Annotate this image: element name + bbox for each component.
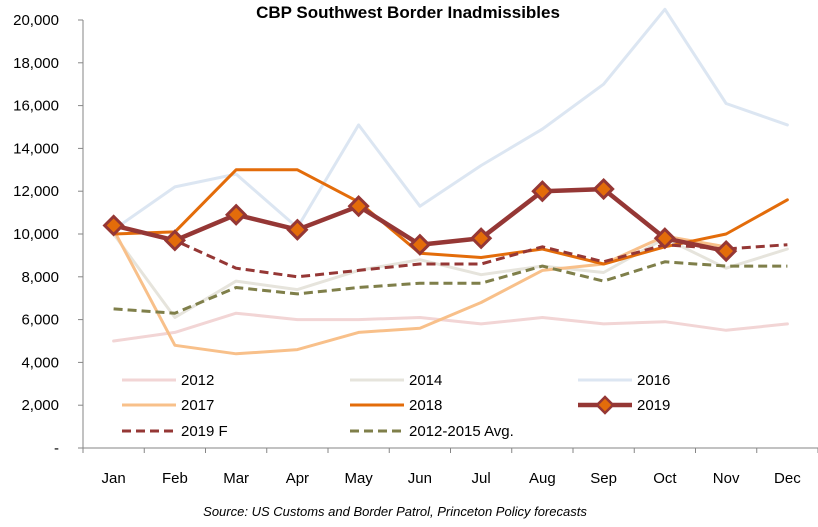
y-tick-label: 10,000	[13, 226, 59, 243]
y-tick-label: 6,000	[21, 312, 59, 329]
legend-label-2018: 2018	[409, 397, 442, 414]
y-tick-label: 16,000	[13, 98, 59, 115]
x-tick-label: Apr	[286, 470, 309, 487]
legend-label-2019: 2019	[637, 397, 670, 414]
legend-label-2019-f: 2019 F	[181, 423, 228, 440]
y-tick-label: 2,000	[21, 397, 59, 414]
x-tick-label: Jul	[472, 470, 491, 487]
legend-label-2012: 2012	[181, 372, 214, 389]
y-tick-label: 8,000	[21, 269, 59, 286]
legend-label-2016: 2016	[637, 372, 670, 389]
data-point-2019	[163, 229, 186, 252]
legend-label-2017: 2017	[181, 397, 214, 414]
series-layer	[102, 7, 789, 356]
series-line-2016	[112, 7, 789, 232]
x-tick-label: Dec	[774, 470, 801, 487]
data-point-2019	[531, 180, 554, 203]
x-axis-tick-labels: Jan Feb Mar Apr May Jun Jul Aug Sep Oct Nov Dec	[82, 448, 818, 487]
x-tick-label: Jun	[408, 470, 432, 487]
data-point-2019	[102, 214, 125, 237]
x-tick-label: Aug	[529, 470, 556, 487]
x-tick-label: Nov	[713, 470, 740, 487]
data-point-2019	[347, 195, 370, 218]
data-point-2019	[286, 218, 309, 241]
chart-title: CBP Southwest Border Inadmissibles	[256, 3, 560, 22]
series-line-2012-2015-avg	[113, 260, 788, 315]
data-point-2019	[715, 239, 738, 263]
y-tick-label: -	[54, 440, 59, 457]
legend-marker-2019	[595, 395, 615, 415]
x-tick-label: Oct	[653, 470, 677, 487]
y-tick-label: 14,000	[13, 140, 59, 157]
data-point-2019	[408, 233, 431, 256]
x-tick-label: Sep	[590, 470, 617, 487]
x-tick-label: May	[344, 470, 373, 487]
series-line-2019-f	[113, 223, 788, 279]
legend-label-2014: 2014	[409, 372, 442, 389]
y-tick-label: 18,000	[13, 55, 59, 72]
series-line-2012	[112, 311, 789, 343]
chart-source-note: Source: US Customs and Border Patrol, Pr…	[203, 504, 587, 519]
x-tick-label: Mar	[223, 470, 249, 487]
y-tick-label: 4,000	[21, 354, 59, 371]
y-axis-tick-labels: - 2,000 4,000 6,000 8,000 10,000 12,000 14,000 1…	[13, 12, 83, 457]
y-tick-label: 20,000	[13, 12, 59, 29]
x-tick-label: Feb	[162, 470, 188, 487]
data-point-2019	[592, 177, 615, 201]
legend-label-2012-2015-avg: 2012-2015 Avg.	[409, 423, 514, 440]
data-point-2019	[653, 227, 676, 250]
legend: 2012 2014 2016 2017 2018 2019 2019 F 2012-2015 …	[122, 372, 670, 440]
x-tick-label: Jan	[102, 470, 126, 487]
y-tick-label: 12,000	[13, 183, 59, 200]
data-point-2019	[470, 227, 493, 250]
data-point-2019	[225, 203, 248, 226]
